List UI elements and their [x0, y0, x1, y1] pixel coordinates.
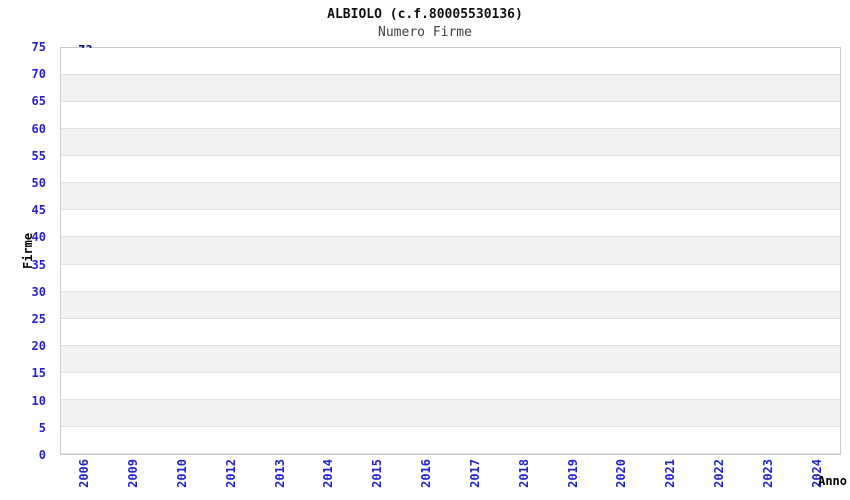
x-tick-label: 2016	[419, 459, 434, 488]
grid-band	[61, 426, 840, 454]
x-tick-slot: 2010	[158, 459, 207, 495]
x-axis-title: Anno	[818, 474, 847, 488]
x-tick-label: 2018	[516, 459, 531, 488]
x-tick-slot: 2013	[255, 459, 304, 495]
x-tick-slot: 2006	[60, 459, 109, 495]
grid-band	[61, 156, 840, 184]
grid-band	[61, 48, 840, 76]
y-tick-label: 35	[31, 257, 46, 272]
x-tick-slot: 2012	[206, 459, 255, 495]
x-tick-slot: 2020	[597, 459, 646, 495]
grid-band	[61, 75, 840, 103]
grid-band	[61, 264, 840, 292]
x-tick-label: 2021	[663, 459, 678, 488]
grid-band	[61, 345, 840, 373]
y-tick-label: 0	[38, 448, 46, 462]
y-tick-label: 50	[31, 175, 46, 190]
y-tick-label: 30	[31, 284, 46, 299]
x-tick-slot: 2014	[304, 459, 353, 495]
x-tick-label: 2009	[126, 459, 141, 488]
x-tick-label: 2022	[711, 459, 726, 488]
y-tick-label: 15	[31, 366, 46, 381]
x-tick-label: 2013	[272, 459, 287, 488]
x-tick-label: 2010	[175, 459, 190, 488]
y-tick-label: 25	[31, 311, 46, 326]
grid-band	[61, 102, 840, 130]
x-tick-label: 2006	[77, 459, 92, 488]
x-tick-slot: 2016	[402, 459, 451, 495]
x-tick-label: 2020	[614, 459, 629, 488]
grid-band	[61, 318, 840, 346]
x-tick-slot: 2023	[743, 459, 792, 495]
x-tick-label: 2015	[370, 459, 385, 488]
x-tick-label: 2019	[565, 459, 580, 488]
x-tick-slot: 2022	[695, 459, 744, 495]
grid-band	[61, 183, 840, 211]
x-tick-label: 2012	[223, 459, 238, 488]
y-tick-label: 60	[31, 121, 46, 136]
chart-title: ALBIOLO (c.f.80005530136)	[327, 7, 523, 22]
x-tick-label: 2014	[321, 459, 336, 488]
grid-band	[61, 372, 840, 400]
y-tick-label: 10	[31, 393, 46, 408]
x-tick-slot: 2009	[109, 459, 158, 495]
y-axis-ticks: 0 5 10 15 20 25 30 35 40 45 50 55 60 65 70 75	[0, 40, 52, 462]
x-tick-slot: 2021	[646, 459, 695, 495]
y-tick-label: 70	[31, 67, 46, 82]
grid-band	[61, 399, 840, 427]
x-tick-slot: 2017	[451, 459, 500, 495]
y-tick-label: 55	[31, 148, 46, 163]
grid-band	[61, 129, 840, 157]
y-tick-label: 75	[31, 40, 46, 54]
y-tick-label: 40	[31, 230, 46, 245]
x-tick-slot: 2019	[548, 459, 597, 495]
y-tick-label: 65	[31, 94, 46, 109]
x-tick-label: 2017	[467, 459, 482, 488]
x-tick-slot: 2018	[499, 459, 548, 495]
y-tick-label: 5	[38, 420, 46, 435]
y-tick-label: 45	[31, 203, 46, 218]
grid-band	[61, 291, 840, 319]
grid-band	[61, 237, 840, 265]
y-tick-label: 20	[31, 339, 46, 354]
x-tick-label: 2023	[760, 459, 775, 488]
plot-area: 7381717141621173530221823212619	[60, 43, 841, 455]
grid-band	[61, 210, 840, 238]
chart-subtitle: Numero Firme	[378, 25, 472, 40]
x-axis-labels: 2006 2009 2010 2012 2013 2014 2015 2016 2017 2018…	[60, 459, 841, 495]
x-tick-slot: 2015	[353, 459, 402, 495]
